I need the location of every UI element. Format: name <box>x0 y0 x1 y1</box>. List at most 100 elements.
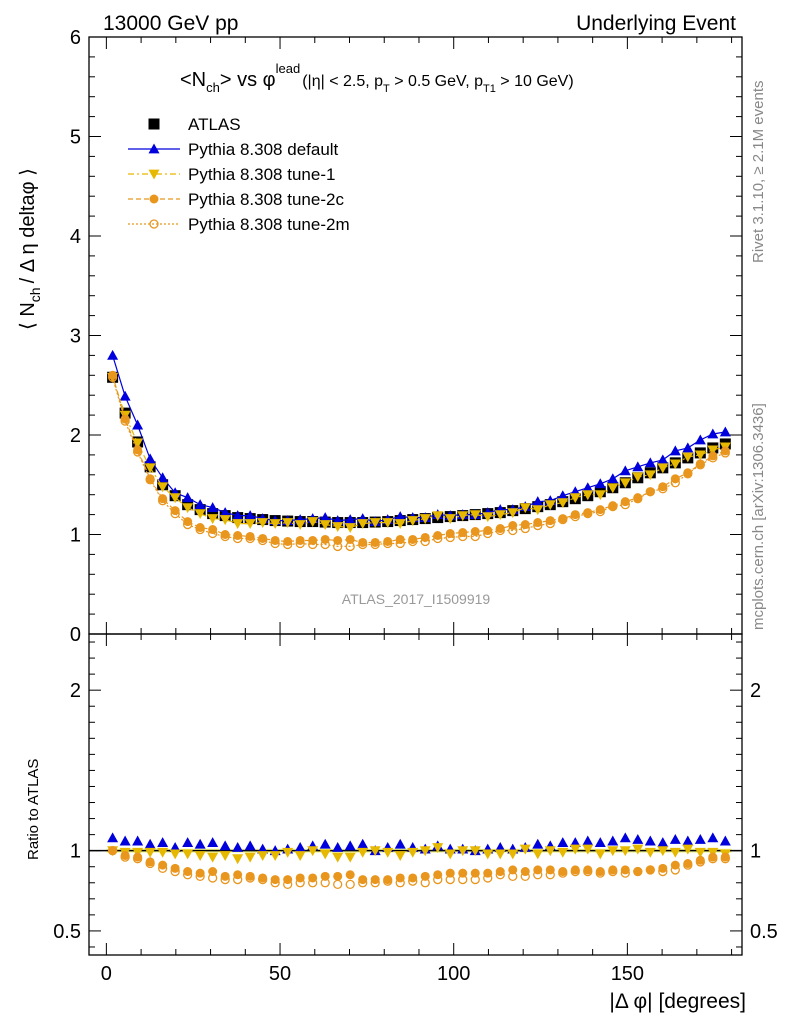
y-tick-label: 2 <box>70 425 81 447</box>
ratio-point-pythia-8-308-tune-2c <box>433 870 443 880</box>
data-point-pythia-8-308-tune-2c <box>170 506 180 516</box>
plot-title-vs: > vs φ <box>220 69 276 91</box>
data-point-pythia-8-308-tune-2m <box>408 536 418 547</box>
y-tick-label-right: 0.5 <box>750 921 778 943</box>
data-point-pythia-8-308-tune-2m <box>395 538 405 549</box>
ratio-point-pythia-8-308-default <box>182 837 194 848</box>
ratio-point-pythia-8-308-tune-1 <box>344 852 356 863</box>
data-point-pythia-8-308-default <box>232 510 244 520</box>
data-point-pythia-8-308-tune-1 <box>644 470 656 481</box>
data-point-pythia-8-308-tune-1 <box>419 514 431 525</box>
data-point-pythia-8-308-tune-1 <box>544 500 556 511</box>
y-tick-label: 1 <box>70 841 81 863</box>
ratio-point-pythia-8-308-default <box>169 841 181 852</box>
data-point-pythia-8-308-tune-2m <box>370 539 380 550</box>
legend-item-atlas: ATLAS <box>148 115 241 134</box>
ratio-point-pythia-8-308-default <box>619 832 631 843</box>
data-point-pythia-8-308-tune-2c <box>133 445 143 455</box>
header-right: Underlying Event <box>576 12 736 35</box>
ratio-point-pythia-8-308-tune-2m <box>658 866 668 877</box>
ratio-point-pythia-8-308-tune-2m <box>720 854 730 864</box>
ratio-point-pythia-8-308-tune-2m <box>445 874 455 885</box>
ratio-point-pythia-8-308-default <box>632 833 644 844</box>
data-point-pythia-8-308-tune-1 <box>319 520 331 531</box>
legend-marker <box>149 194 159 204</box>
x-axis-label: |Δ φ| [degrees] <box>609 990 746 1013</box>
data-point-pythia-8-308-tune-2c <box>258 533 268 543</box>
data-point-pythia-8-308-tune-2m <box>470 531 480 542</box>
data-point-pythia-8-308-tune-2m <box>570 511 580 522</box>
legend-marker <box>149 219 159 229</box>
ratio-point-pythia-8-308-tune-2m <box>383 876 393 886</box>
ratio-point-pythia-8-308-tune-2m <box>283 879 293 890</box>
ratio-point-pythia-8-308-tune-1 <box>594 849 606 860</box>
data-point-pythia-8-308-default <box>632 461 644 472</box>
ratio-point-pythia-8-308-default <box>119 835 131 846</box>
ratio-point-pythia-8-308-tune-2m <box>182 870 193 880</box>
ratio-point-pythia-8-308-default <box>107 832 119 843</box>
ratio-point-pythia-8-308-tune-1 <box>607 846 619 857</box>
ratio-point-pythia-8-308-tune-2c <box>470 868 480 878</box>
plot-title-cuts-2-sub: T1 <box>483 83 496 95</box>
ratio-panel-x-tick-labels: 0 50 100 150 <box>101 963 644 985</box>
ratio-point-pythia-8-308-tune-2c <box>295 873 305 883</box>
ratio-point-pythia-8-308-tune-2m <box>345 879 355 890</box>
data-point-pythia-8-308-tune-1 <box>344 523 356 534</box>
ratio-point-pythia-8-308-tune-2m <box>233 874 243 885</box>
ratio-panel-plot-area <box>89 832 742 890</box>
data-point-pythia-8-308-tune-2m <box>145 475 155 485</box>
data-point-pythia-8-308-tune-2m <box>583 508 593 519</box>
ratio-point-pythia-8-308-default <box>207 837 219 848</box>
ratio-point-pythia-8-308-tune-1 <box>169 849 181 860</box>
ratio-point-pythia-8-308-tune-1 <box>507 849 519 860</box>
ratio-point-pythia-8-308-tune-2c <box>170 863 180 873</box>
legend-label: Pythia 8.308 tune-2m <box>188 215 350 234</box>
ratio-panel-y-ticks <box>89 641 742 948</box>
ratio-point-pythia-8-308-default <box>694 833 706 844</box>
data-point-pythia-8-308-tune-2m <box>220 531 230 542</box>
plot-title-vs-sup: lead <box>276 61 301 76</box>
data-point-pythia-8-308-tune-1 <box>294 520 306 531</box>
data-point-pythia-8-308-tune-2c <box>233 530 243 540</box>
data-point-pythia-8-308-tune-1 <box>482 512 494 523</box>
data-point-pythia-8-308-tune-1 <box>357 519 369 530</box>
data-point-pythia-8-308-tune-2m <box>508 525 518 536</box>
data-point-pythia-8-308-tune-2c <box>620 497 630 507</box>
data-point-pythia-8-308-tune-2m <box>533 520 543 531</box>
ratio-point-pythia-8-308-tune-1 <box>357 847 369 858</box>
ratio-point-pythia-8-308-tune-2c <box>108 846 118 856</box>
data-point-pythia-8-308-tune-1 <box>494 510 506 521</box>
ratio-point-pythia-8-308-tune-2c <box>545 865 555 875</box>
ratio-point-pythia-8-308-tune-1 <box>319 849 331 860</box>
data-point-pythia-8-308-tune-2m <box>495 525 505 536</box>
ratio-point-pythia-8-308-tune-1 <box>432 843 444 853</box>
ratio-point-pythia-8-308-default <box>707 832 719 843</box>
ratio-point-pythia-8-308-default <box>494 841 506 852</box>
data-point-pythia-8-308-tune-1 <box>444 514 456 525</box>
data-point-pythia-8-308-default <box>132 419 144 430</box>
ratio-point-pythia-8-308-tune-2m <box>195 871 205 882</box>
data-point-pythia-8-308-default <box>657 454 669 465</box>
data-point-pythia-8-308-tune-2m <box>157 496 168 506</box>
ratio-point-pythia-8-308-tune-2m <box>157 863 168 873</box>
data-point-pythia-8-308-default <box>157 472 169 483</box>
data-point-pythia-8-308-tune-2m <box>182 519 193 530</box>
main-y-axis-label-part1: ⟨ N <box>17 302 39 330</box>
ratio-point-pythia-8-308-tune-1 <box>194 851 206 861</box>
ratio-point-pythia-8-308-tune-2m <box>558 868 568 878</box>
y-tick-label-right: 1 <box>750 841 761 863</box>
ratio-series-pythia-8-308-tune-2m <box>107 846 730 890</box>
main-y-axis-label: ⟨ Nch / Δ η deltaφ ⟩ <box>17 168 43 330</box>
ratio-point-pythia-8-308-tune-1 <box>682 844 694 855</box>
ratio-point-pythia-8-308-tune-2m <box>320 878 330 888</box>
data-point-pythia-8-308-tune-1 <box>144 463 156 474</box>
data-point-pythia-8-308-default <box>694 434 706 445</box>
series-line-pythia-8-308-tune-2m <box>112 377 726 548</box>
data-point-pythia-8-308-default <box>557 490 569 501</box>
data-point-pythia-8-308-default <box>607 473 619 484</box>
data-point-pythia-8-308-tune-1 <box>157 482 169 493</box>
ratio-point-pythia-8-308-tune-2c <box>408 873 418 883</box>
data-point-pythia-8-308-tune-2m <box>120 416 130 426</box>
data-point-pythia-8-308-tune-2m <box>208 528 218 539</box>
ratio-point-pythia-8-308-tune-1 <box>657 846 669 857</box>
